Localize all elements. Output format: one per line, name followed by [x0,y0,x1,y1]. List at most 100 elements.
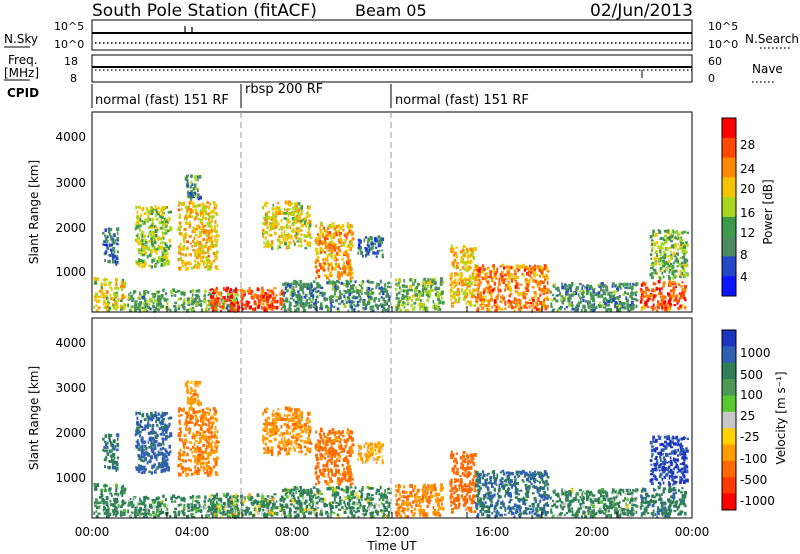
power-cell [152,305,155,309]
power-cell [112,297,115,301]
power-cell [507,301,509,304]
power-cell [161,294,164,297]
power-cell [274,223,278,227]
power-cell [202,212,205,216]
velocity-cell [201,428,204,432]
velocity-cell [116,433,120,437]
power-cell [150,249,154,254]
power-cell [306,215,309,218]
velocity-cell [165,462,169,466]
power-cell [165,224,168,228]
velocity-cell [178,433,181,437]
velocity-cell [153,446,157,450]
power-cell [649,294,652,298]
power-cell [299,303,303,307]
power-cell [589,293,593,297]
power-cell [426,306,429,310]
power-cell [308,225,311,229]
power-cell [182,299,186,303]
power-cell [96,277,100,282]
power-cell [486,309,489,312]
power-cell [149,297,153,302]
velocity-cell [190,508,194,512]
power-cell [466,248,469,252]
power-cell [343,267,347,271]
velocity-cell [231,498,234,502]
power-cell [348,224,350,229]
power-cell [122,293,124,298]
velocity-cell [154,499,156,504]
power-cell [663,229,667,233]
power-cell [383,308,386,311]
velocity-cell [192,455,196,458]
velocity-cell [195,417,198,421]
velocity-cell [134,506,137,510]
power-cell [300,207,303,210]
power-cell [534,264,537,267]
power-cell [407,288,411,292]
velocity-cell [182,443,185,448]
power-cell [163,206,167,211]
power-cell [293,216,297,221]
velocity-cell [146,424,149,428]
power-cell [516,275,519,280]
power-cell [330,262,333,266]
velocity-cell [199,461,203,466]
power-cell [207,212,210,216]
power-cell [116,304,119,308]
power-cell [513,301,515,304]
power-cell [299,222,303,225]
power-cell [659,288,661,293]
power-cell [310,284,313,289]
power-cell [290,236,293,240]
power-cell [539,293,542,297]
power-cell [350,291,353,295]
power-cell [155,290,159,294]
power-cell [105,306,108,309]
power-cell [672,270,675,275]
power-cell [502,280,506,285]
power-cell [100,288,104,292]
power-cell [335,258,338,262]
power-cell [674,297,677,301]
power-cell [120,304,123,308]
power-cell [348,265,351,269]
velocity-cell [107,433,110,437]
power-cell [270,226,273,230]
power-cell [627,309,631,313]
power-cell [212,259,216,263]
power-cell [121,278,125,283]
power-cell [107,301,111,304]
power-cell [566,289,569,293]
power-cell [388,281,391,285]
power-cell [311,299,314,303]
power-cell [409,278,412,282]
power-cell [681,281,684,284]
power-cell [486,267,489,271]
power-cell [230,302,234,306]
power-cell [94,280,98,285]
power-cell [497,286,499,290]
velocity-cell [186,380,189,384]
power-cell [137,296,141,300]
power-cell [502,296,505,300]
power-cell [515,284,519,289]
power-cell [171,294,174,297]
power-cell [640,283,644,287]
power-cell [579,300,582,304]
power-cell [567,302,571,307]
power-cell [155,262,158,265]
velocity-cell [137,454,141,457]
power-cell [161,255,164,258]
power-cell [184,235,187,239]
power-ytick-3000: 3000 [55,176,86,190]
power-cell [367,295,371,298]
velocity-cell [111,465,115,470]
power-cell [400,303,403,307]
power-cell [378,292,381,295]
power-cell [536,265,539,268]
power-cell [395,306,399,311]
power-cell [325,297,328,301]
power-cell [574,291,578,295]
power-cell [271,302,274,307]
